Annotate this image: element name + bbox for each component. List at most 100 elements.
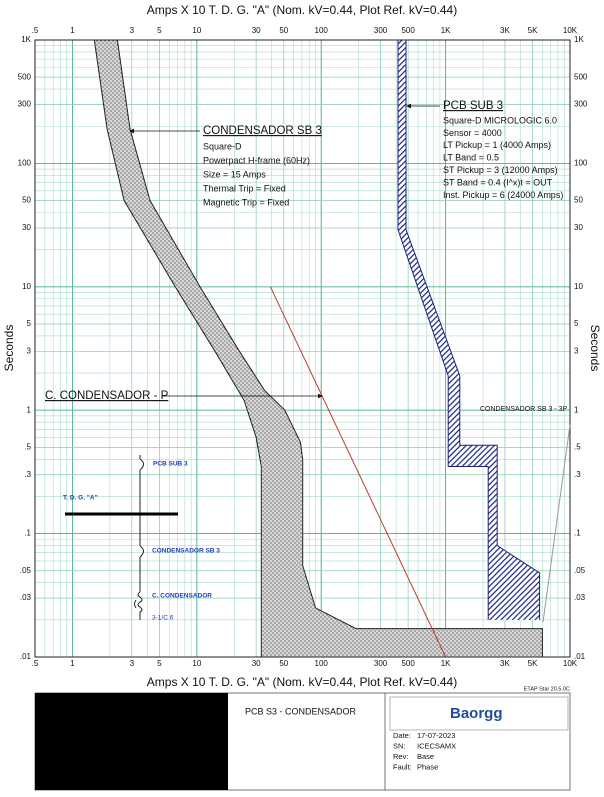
curve-setting: Sensor = 4000 [443,128,502,138]
y-tick-label: 1 [574,405,579,414]
x-tick-label: 10K [563,26,578,35]
x-tick-label: 50 [279,26,288,35]
curve-setting: Square-D [203,141,242,151]
plot-title: PCB S3 - CONDENSADOR [245,706,357,716]
one-line-label: CONDENSADOR SB 3 [152,548,220,555]
curve-setting: Magnetic Trip = Fixed [203,197,289,207]
y-tick-label: 5 [27,319,32,328]
curve-label: PCB SUB 3 [443,100,503,112]
plot-frame [34,39,571,658]
y-tick-label: .5 [574,442,581,451]
y-tick-label: 50 [22,196,31,205]
x-tick-label: 300 [374,26,388,35]
x-tick-label: .5 [32,659,39,668]
y-tick-label: .01 [20,652,32,661]
y-tick-label: .05 [20,566,32,575]
x-tick-label: 3 [130,659,135,668]
x-tick-label: 5 [157,26,162,35]
y-tick-label: 10 [574,282,583,291]
field-value: Phase [417,762,438,771]
y-tick-label: .03 [20,593,32,602]
y-tick-label: 500 [574,72,588,81]
y-tick-label: .3 [24,470,31,479]
y-tick-label: .05 [574,566,586,575]
y-tick-label: .01 [574,652,586,661]
y-tick-label: 50 [574,196,583,205]
one-line-label: T. D. G. "A" [63,495,98,502]
x-tick-label: 30 [252,659,261,668]
y-tick-label: 3 [574,346,579,355]
field-label: SN: [393,741,406,750]
band-edge [93,39,262,657]
y-tick-label: 10 [22,282,31,291]
x-tick-label: 10 [192,26,201,35]
field-label: Fault: [393,762,412,771]
annotation: CONDENSADOR SB 3 - 3P [480,406,567,413]
y-tick-label: .3 [574,470,581,479]
x-tick-label: 100 [315,26,329,35]
software-label: ETAP Star 20.5.0C [524,686,570,692]
x-tick-label: 1 [70,659,75,668]
y-tick-label: 30 [22,223,31,232]
logo: Baorgg [450,705,503,722]
y-tick-label: .1 [24,529,31,538]
x-tick-label: 300 [374,659,388,668]
logo-box [389,696,569,731]
x-tick-label: 10K [563,659,578,668]
y-tick-label: 100 [18,159,32,168]
field-label: Date: [393,731,411,740]
curve-setting: Thermal Trip = Fixed [203,183,286,193]
one-line-label: PCB SUB 3 [153,461,188,468]
title-block: PCB S3 - CONDENSADOR Baorgg Date: 17-07-2… [34,692,571,791]
x-tick-label: .5 [32,26,39,35]
x-tick-label: 3K [500,26,510,35]
plot-area [93,39,543,658]
x-tick-label: 100 [315,659,329,668]
curve-setting: Size = 15 Amps [203,169,266,179]
y-tick-label: 3 [27,346,32,355]
y-tick-label: 500 [18,72,32,81]
y-tick-label: 300 [574,100,588,109]
band-edge [397,40,489,620]
x-tick-label: 5K [528,26,538,35]
x-tick-label: 3 [130,26,135,35]
grid [34,39,571,658]
field-label: Rev: [393,752,408,761]
curve-label: C. CONDENSADOR - P [45,390,169,402]
annotation-line [542,424,571,623]
curve-setting: Square-D MICROLOGIC 6.0 [443,115,557,125]
curve-setting: ST Pickup = 3 (12000 Amps) [443,165,558,175]
curve-setting: LT Band = 0.5 [443,153,499,163]
band-edge [405,40,541,620]
x-tick-label: 30 [252,26,261,35]
y-tick-label: .03 [574,593,586,602]
x-tick-label: 10 [192,659,201,668]
y-tick-label: 1K [574,35,584,44]
cable-symbol [137,591,143,620]
curve-setting: Powerpact H-frame (60Hz) [203,155,310,165]
x-tick-label: 1K [441,26,451,35]
field-value: Base [417,752,434,761]
y-tick-label: 5 [574,319,579,328]
one-line-label: C. CONDENSADOR [152,593,212,600]
x-tick-label: 500 [401,26,415,35]
y-axis-title: Seconds [2,325,16,372]
y-axis-title: Seconds [588,325,602,372]
x-tick-label: 1 [70,26,75,35]
band-edge [116,39,543,657]
x-axis-title: Amps X 10 T. D. G. "A" (Nom. kV=0.44, Pl… [147,3,457,17]
y-tick-label: .1 [574,529,581,538]
redacted-box [35,693,228,790]
curve-setting: LT Pickup = 1 (4000 Amps) [443,140,551,150]
y-tick-label: 100 [574,159,588,168]
field-value: 17-07-2023 [417,731,455,740]
x-tick-label: 5K [528,659,538,668]
y-tick-label: 1 [27,405,32,414]
one-line-diagram: PCB SUB 3 T. D. G. "A" CONDENSADOR SB 3 … [63,455,220,622]
curve-setting: ST Band = 0.4 (I^x)t = OUT [443,177,553,187]
x-tick-label: 5 [157,659,162,668]
x-tick-label: 3K [500,659,510,668]
cable-symbol [134,599,137,609]
breaker-symbol [139,545,144,558]
